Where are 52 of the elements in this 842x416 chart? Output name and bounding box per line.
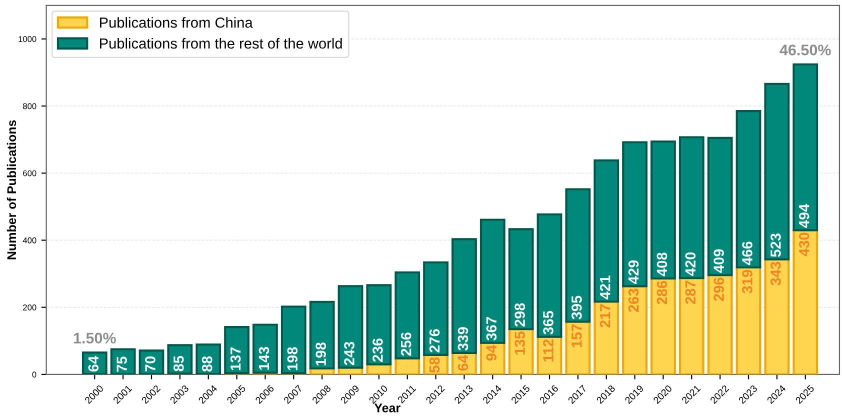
data-label: 198 bbox=[287, 347, 298, 370]
data-label: 430 bbox=[798, 232, 810, 256]
data-label: 408 bbox=[656, 252, 668, 276]
data-label: 420 bbox=[685, 252, 696, 276]
y-tick-label: 1000 bbox=[18, 36, 36, 42]
data-label: 287 bbox=[685, 280, 696, 304]
data-label: 343 bbox=[770, 262, 781, 286]
x-axis-title: Year bbox=[374, 404, 400, 412]
data-label: 135 bbox=[514, 332, 526, 355]
data-label: 64 bbox=[458, 355, 468, 371]
data-label: 143 bbox=[258, 346, 270, 370]
data-label: 198 bbox=[316, 342, 326, 366]
data-label: 429 bbox=[628, 260, 639, 284]
data-label: 137 bbox=[230, 347, 241, 370]
data-label: 421 bbox=[600, 276, 610, 300]
data-label: 58 bbox=[429, 357, 440, 373]
data-label: 365 bbox=[543, 310, 554, 334]
annotation: 46.50% bbox=[780, 44, 831, 56]
data-label: 286 bbox=[656, 281, 668, 304]
data-label: 263 bbox=[628, 288, 639, 312]
data-label: 64 bbox=[88, 356, 99, 372]
y-tick-label: 600 bbox=[23, 170, 36, 176]
data-label: 94 bbox=[486, 344, 497, 361]
data-label: 112 bbox=[543, 339, 554, 362]
y-tick-label: 200 bbox=[23, 304, 36, 310]
data-label: 256 bbox=[400, 332, 412, 356]
data-label: 523 bbox=[770, 234, 781, 257]
data-label: 395 bbox=[572, 296, 582, 320]
y-tick-label: 800 bbox=[23, 103, 36, 110]
data-label: 75 bbox=[116, 356, 127, 372]
data-label: 88 bbox=[202, 356, 212, 372]
data-label: 276 bbox=[429, 329, 440, 352]
data-label: 367 bbox=[486, 317, 497, 341]
data-label: 409 bbox=[714, 249, 724, 273]
data-label: 70 bbox=[145, 356, 156, 372]
y-tick-label: 0 bbox=[32, 372, 36, 378]
legend-label: Publications from the rest of the world bbox=[100, 38, 342, 49]
annotation: 1.50% bbox=[74, 332, 116, 344]
data-label: 466 bbox=[742, 242, 752, 266]
data-label: 339 bbox=[458, 327, 468, 351]
data-label: 243 bbox=[344, 342, 354, 366]
legend-label: Publications from China bbox=[100, 17, 253, 28]
data-label: 296 bbox=[714, 278, 724, 301]
data-label: 319 bbox=[742, 270, 752, 294]
data-label: 236 bbox=[372, 338, 383, 362]
data-label: 494 bbox=[798, 204, 810, 228]
y-tick-label: 400 bbox=[22, 237, 36, 244]
data-label: 85 bbox=[174, 356, 184, 372]
data-label: 298 bbox=[514, 303, 525, 327]
data-label: 217 bbox=[600, 304, 610, 328]
data-label: 157 bbox=[572, 324, 582, 348]
y-axis-title: Number of Publications bbox=[6, 120, 16, 260]
